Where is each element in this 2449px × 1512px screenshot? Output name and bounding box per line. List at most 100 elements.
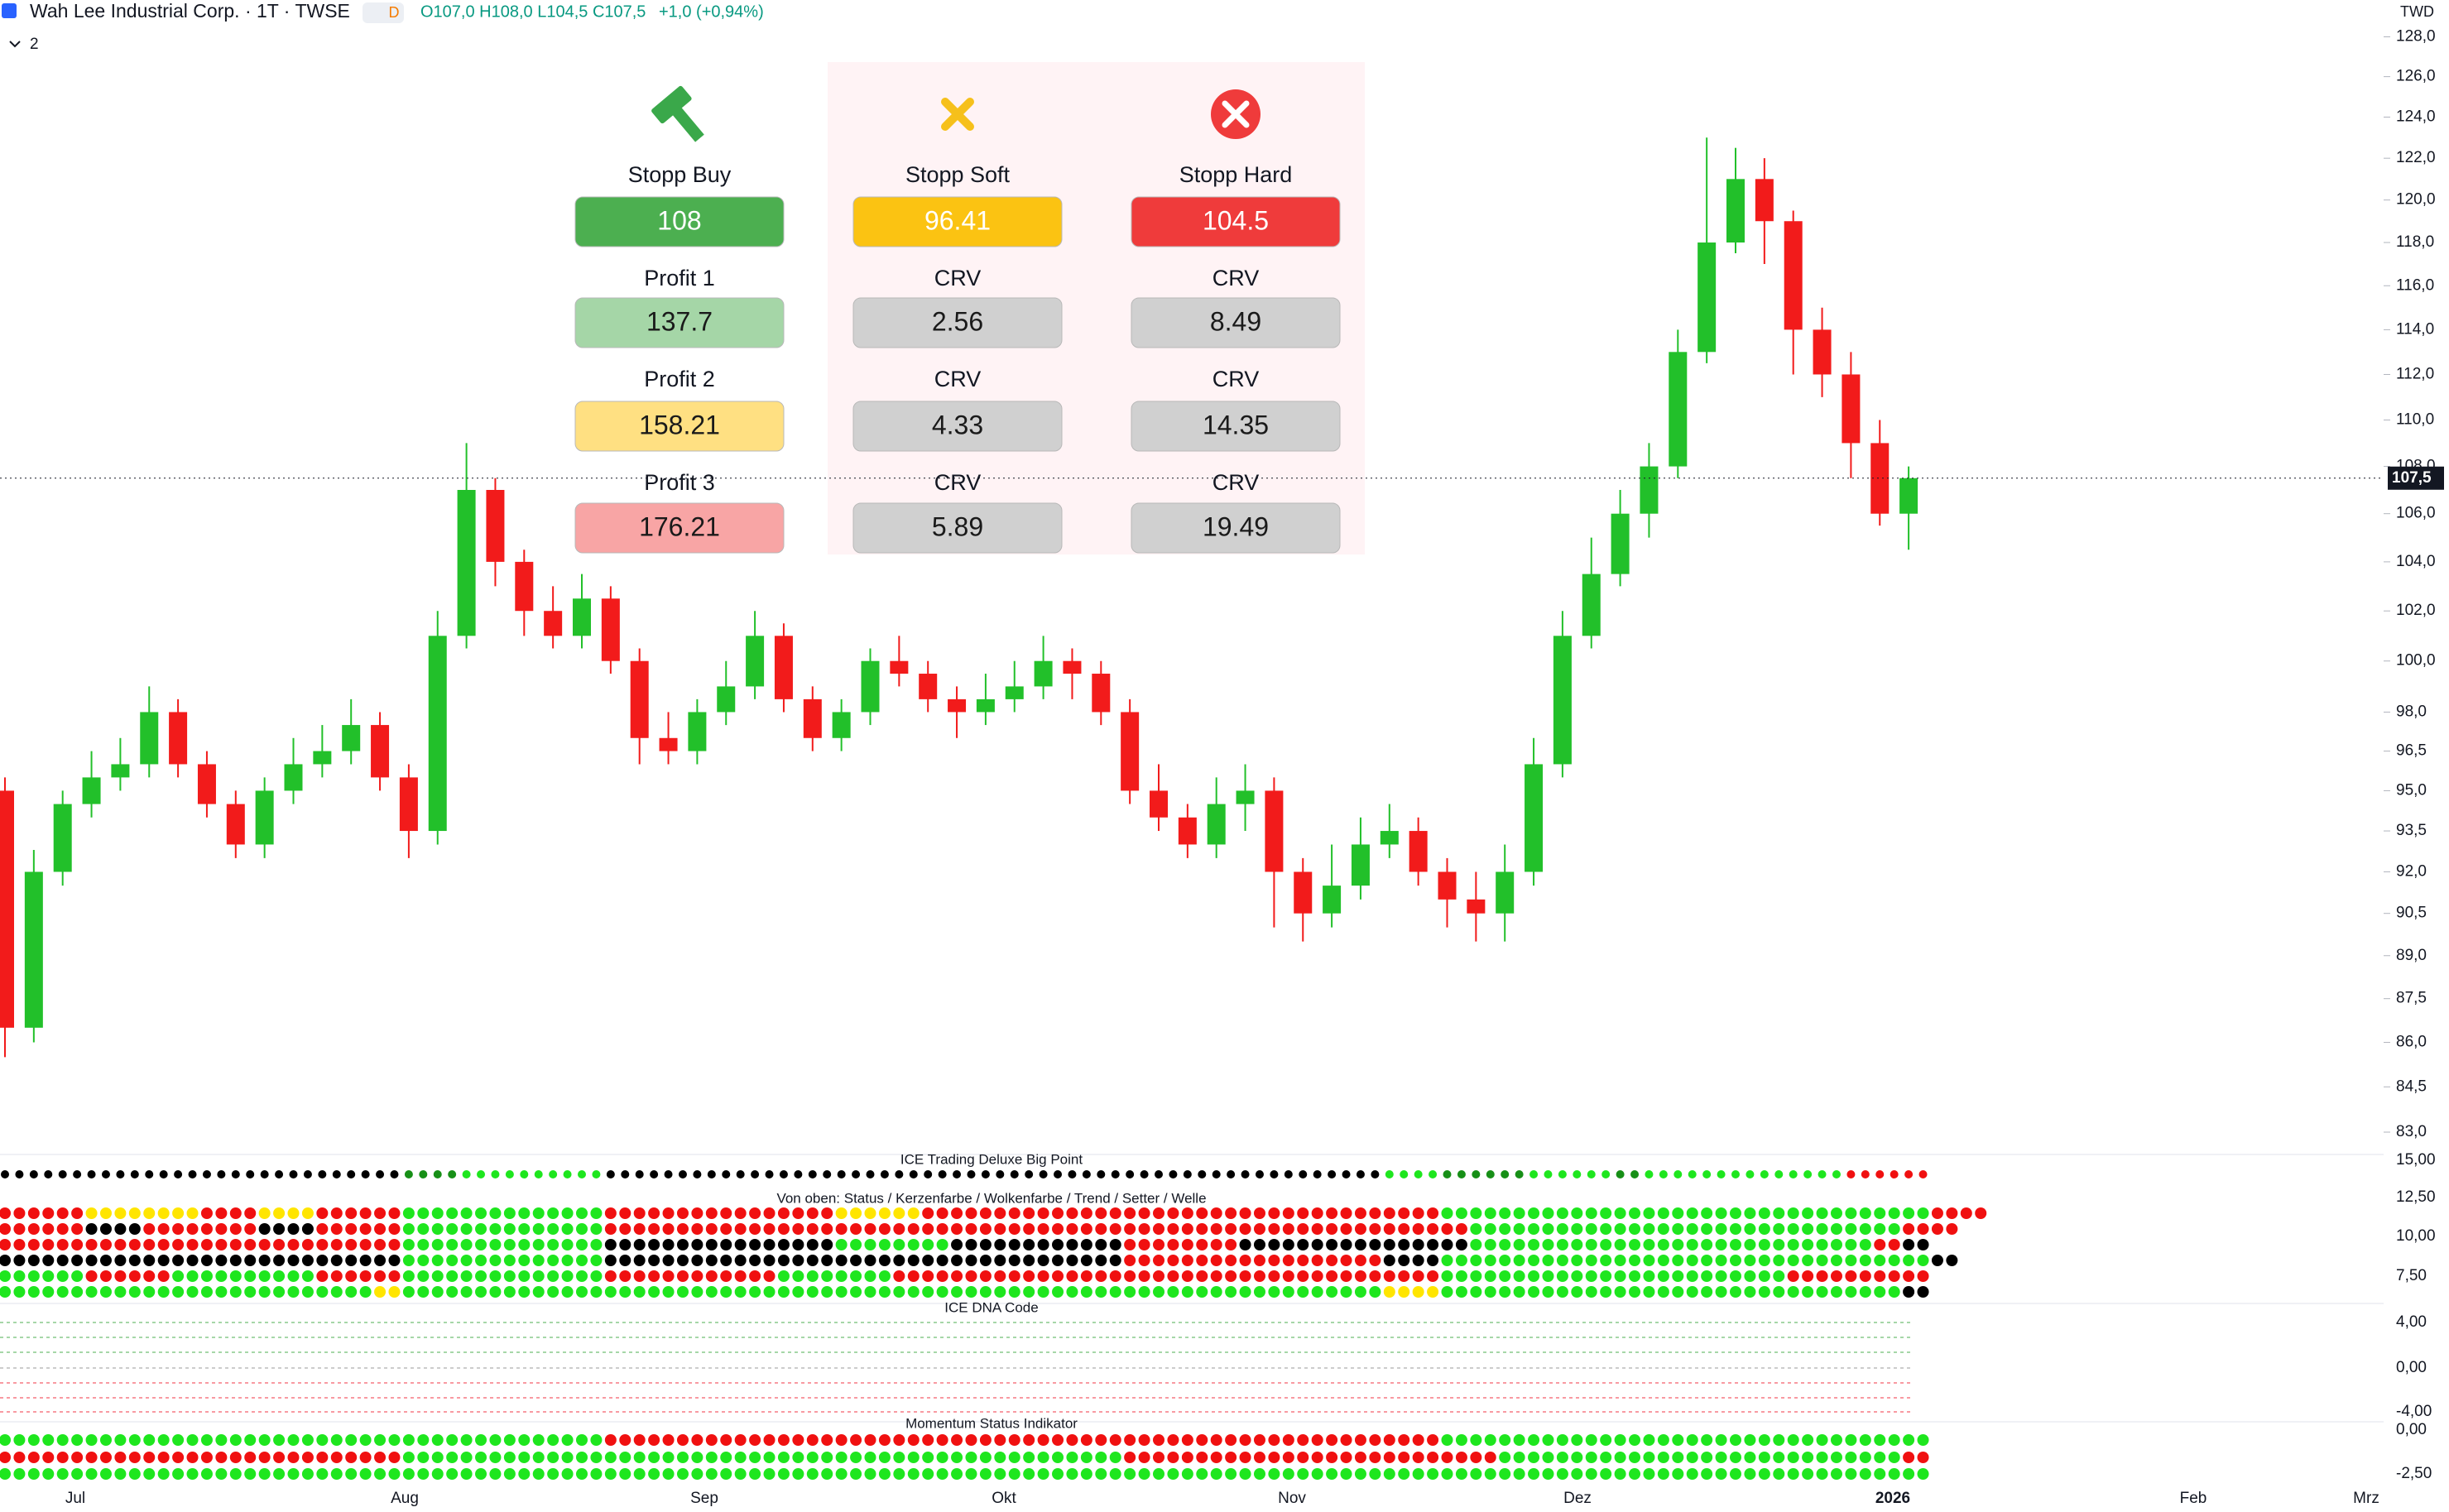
panel-value: 137.7 — [646, 306, 713, 336]
indicator-dot — [1340, 1239, 1352, 1250]
indicator-dot — [1253, 1286, 1265, 1298]
indicator-dot — [1153, 1255, 1164, 1266]
indicator-dot — [907, 1239, 920, 1250]
indicator-dot — [244, 1468, 257, 1480]
indicator-dot — [549, 1170, 558, 1178]
indicator-dot — [808, 1170, 817, 1178]
indicator-dot — [114, 1255, 127, 1266]
indicator-dot — [561, 1239, 574, 1250]
indicator-dot — [1210, 1270, 1222, 1282]
indicator-dot — [1095, 1468, 1107, 1480]
indicator-dot — [662, 1207, 675, 1219]
indicator-dot — [1556, 1223, 1568, 1235]
indicator-dot — [852, 1170, 861, 1178]
indicator-dot — [893, 1434, 905, 1446]
indicator-dot — [1153, 1270, 1164, 1282]
indicator-dot — [1037, 1270, 1049, 1282]
indicator-dot — [1672, 1434, 1684, 1446]
indicator-dot — [1556, 1434, 1568, 1446]
indicator-dot — [1802, 1223, 1814, 1235]
indicator-dot — [922, 1452, 934, 1463]
indicator-dot — [229, 1207, 242, 1219]
indicator-dot — [200, 1468, 213, 1480]
indicator-dot — [431, 1286, 444, 1298]
indicator-dot — [1369, 1452, 1381, 1463]
indicator-dot — [604, 1434, 617, 1446]
indicator-dot — [563, 1170, 572, 1178]
indicator-dot — [188, 1170, 197, 1178]
indicator-dot — [1412, 1468, 1424, 1480]
indicator-dot — [1643, 1286, 1655, 1298]
candle-body — [169, 712, 188, 765]
indicator-dot — [604, 1239, 617, 1250]
indicator-dot — [1917, 1207, 1929, 1219]
indicator-dot — [56, 1270, 69, 1282]
indicator-dot — [907, 1468, 920, 1480]
indicator-dot — [13, 1207, 26, 1219]
indicator-dot — [1412, 1434, 1424, 1446]
indicator-dot — [1874, 1223, 1886, 1235]
indicator-dot — [878, 1239, 891, 1250]
indicator-dot — [330, 1286, 343, 1298]
indicator-dot — [1903, 1468, 1915, 1480]
indicator-dot — [1715, 1207, 1727, 1219]
indicator-dot — [705, 1286, 718, 1298]
panel-label: Profit 1 — [644, 266, 715, 290]
indicator-dot — [1758, 1286, 1770, 1298]
x-tick-label: Feb — [2180, 1490, 2207, 1507]
candle-body — [1438, 871, 1457, 900]
candle-body — [746, 636, 765, 687]
indicator-dot — [1499, 1468, 1511, 1480]
indicator-dot — [0, 1255, 11, 1266]
indicator-dot — [1138, 1286, 1150, 1298]
indicator-dot — [1054, 1170, 1063, 1178]
indicator-dot — [489, 1434, 502, 1446]
indicator-dot — [850, 1239, 862, 1250]
panel-value: 2.56 — [932, 306, 983, 336]
y-tick-label: 102,0 — [2396, 602, 2436, 619]
indicator-dot — [592, 1170, 601, 1178]
indicator-dot — [1773, 1434, 1785, 1446]
indicator-dot — [27, 1223, 40, 1235]
x-tick-label: Aug — [391, 1490, 419, 1507]
indicator-dot — [1542, 1239, 1554, 1250]
indicator-dot — [1080, 1255, 1092, 1266]
indicator-dot — [1183, 1170, 1192, 1178]
indicator-dot — [1311, 1286, 1323, 1298]
indicator-dot — [1787, 1434, 1799, 1446]
indicator-dot — [1111, 1170, 1120, 1178]
indicator-dot — [1614, 1270, 1626, 1282]
ohlc: O107,0 H108,0 L104,5 C107,5 — [420, 2, 646, 21]
indicator-dot — [938, 1170, 947, 1178]
indicator-dot — [1830, 1434, 1842, 1446]
indicator-dot — [676, 1286, 689, 1298]
indicator-dot — [1758, 1207, 1770, 1219]
indicator-dot — [1657, 1223, 1669, 1235]
indicator-dot — [1225, 1434, 1237, 1446]
indicator-dot — [835, 1270, 848, 1282]
indicator-dot — [301, 1223, 314, 1235]
indicator-dot — [907, 1452, 920, 1463]
candle-body — [919, 674, 938, 699]
indicator-dot — [1427, 1468, 1439, 1480]
indicator-dot — [1573, 1170, 1582, 1178]
indicator-dot — [0, 1207, 11, 1219]
indicator-dot — [777, 1255, 790, 1266]
indicator-dot — [1816, 1434, 1828, 1446]
indicator-dot — [792, 1286, 804, 1298]
indicator-dot — [576, 1286, 588, 1298]
indicator-dot — [662, 1255, 675, 1266]
indicator-dot — [143, 1270, 156, 1282]
indicator-dot — [691, 1239, 703, 1250]
badge-bg — [363, 2, 404, 23]
indicator-dot — [489, 1223, 502, 1235]
indicator-dot — [172, 1239, 185, 1250]
indicator-dot — [200, 1286, 213, 1298]
indicator-dot — [648, 1434, 660, 1446]
indicator-dot — [1066, 1239, 1078, 1250]
indicator-dot — [128, 1207, 141, 1219]
indicator-dot — [996, 1170, 1005, 1178]
indicator-count: 2 — [30, 36, 39, 53]
candle-body — [1842, 374, 1861, 444]
indicator-dot — [44, 1170, 53, 1178]
